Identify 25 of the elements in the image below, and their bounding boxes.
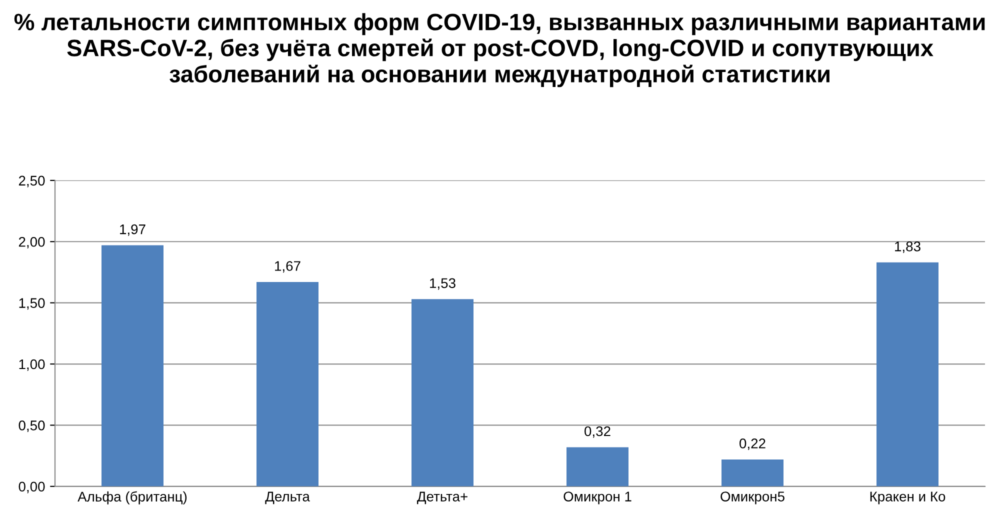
- y-tick-label: 1,00: [19, 359, 45, 371]
- y-tick-label: 0,00: [18, 482, 45, 494]
- chart-title: % летальности симптомных форм COVID-19, вызванных различными вариантами SARS-CoV-2, без учёта смертей от post-COVD, long-COVID и сопутвующих заболеваний на основании междунатродной статистики: [14, 13, 985, 88]
- bar: [256, 282, 318, 486]
- data-label: 1,83: [895, 242, 920, 253]
- bar: [722, 459, 784, 486]
- x-tick-label: Дельта: [265, 492, 310, 504]
- bar: [876, 262, 938, 486]
- y-tick-label: 1,50: [19, 298, 45, 310]
- data-label: 0,32: [584, 426, 610, 438]
- bar: [412, 299, 474, 486]
- x-tick-label: Кракен и Ко: [870, 492, 946, 504]
- data-label: 1,67: [275, 261, 300, 273]
- x-tick-label: Альфа (британц): [78, 491, 187, 504]
- x-tick-label: Омикрон5: [720, 492, 784, 504]
- y-tick-label: 2,50: [18, 176, 45, 188]
- x-tick-label: Детьта+: [416, 492, 468, 504]
- x-tick-label: Омикрон 1: [564, 492, 632, 504]
- bar: [566, 447, 628, 486]
- y-tick-label: 2,00: [18, 236, 45, 248]
- data-label: 1,53: [430, 278, 456, 290]
- data-label: 1,97: [120, 224, 146, 236]
- data-label: 0,22: [740, 438, 766, 450]
- bar: [102, 245, 164, 486]
- y-tick-label: 0,50: [18, 420, 45, 432]
